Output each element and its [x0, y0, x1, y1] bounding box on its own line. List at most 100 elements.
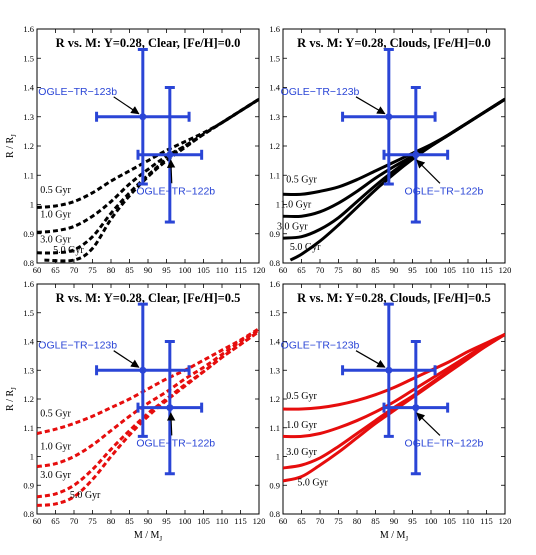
x-tick-label: 80 — [107, 516, 116, 526]
x-tick-label: 95 — [162, 265, 171, 275]
x-tick-label: 85 — [371, 516, 380, 526]
x-tick-label: 100 — [179, 516, 192, 526]
chart-panel-2: 60 65 70 75 80 85 90 95 100 105 110 115 1200.80.911.… — [269, 24, 511, 275]
planet-point-1 — [341, 47, 437, 186]
y-tick-label: 1.3 — [23, 112, 34, 122]
planet-point-1 — [95, 47, 191, 186]
x-tick-label: 110 — [216, 265, 228, 275]
y-tick-label: 1.4 — [269, 83, 280, 93]
series-label: 5.0 Gyr — [70, 490, 101, 501]
y-tick-label: 1.1 — [23, 423, 34, 433]
planet-marker — [412, 151, 420, 159]
series-label: 1.0 Gyr — [40, 441, 71, 452]
annotation-arrow — [416, 159, 441, 184]
y-axis-label-sub: J — [10, 134, 18, 137]
x-tick-label: 75 — [88, 516, 97, 526]
planet-label: OGLE−TR−122b — [405, 185, 484, 197]
planet-marker — [139, 113, 147, 121]
series-label: 1.0 Gyr — [40, 210, 71, 221]
planet-point-1 — [341, 302, 437, 438]
planet-marker — [139, 366, 147, 374]
y-tick-label: 0.9 — [269, 229, 280, 239]
planet-label: OGLE−TR−123b — [38, 86, 117, 98]
y-tick-label: 1.2 — [269, 141, 280, 151]
panel-title: R vs. M: Y=0.28, Clouds, [Fe/H]=0.5 — [297, 291, 491, 305]
y-tick-label: 1 — [30, 452, 34, 462]
y-tick-label: 1.3 — [269, 365, 280, 375]
planet-marker — [166, 404, 174, 412]
x-tick-label: 105 — [443, 265, 456, 275]
x-tick-label: 115 — [480, 265, 492, 275]
x-axis-label: M / MJ — [134, 530, 163, 543]
planet-label: OGLE−TR−122b — [136, 185, 215, 197]
series-label: 1.0 Gyr — [281, 199, 312, 210]
x-tick-label: 100 — [179, 265, 192, 275]
series-label: 5.0 Gyr — [53, 245, 84, 256]
series-label: 3.0 Gyr — [286, 447, 317, 458]
planet-point-2 — [382, 86, 450, 224]
annotation-arrow — [355, 96, 386, 115]
planet-marker — [385, 113, 393, 121]
y-tick-label: 1.2 — [23, 394, 34, 404]
x-tick-label: 85 — [125, 265, 134, 275]
series-line-0-5-gyr — [37, 327, 259, 435]
x-tick-label: 120 — [499, 265, 512, 275]
y-tick-label: 0.9 — [23, 229, 34, 239]
panel-title: R vs. M: Y=0.28, Clear, [Fe/H]=0.5 — [56, 291, 241, 305]
x-tick-label: 80 — [353, 265, 362, 275]
series-label: 1.0 Gyr — [286, 420, 317, 431]
series-line-1-0-gyr — [37, 328, 259, 469]
series-label: 5.0 Gyr — [297, 477, 328, 488]
panel-title: R vs. M: Y=0.28, Clear, [Fe/H]=0.0 — [56, 36, 241, 50]
series-label: 0.5 Gyr — [286, 391, 317, 402]
y-tick-label: 1.1 — [23, 170, 34, 180]
series-line-0-5-gyr — [37, 97, 259, 209]
plot-frame — [282, 28, 506, 264]
x-tick-label: 70 — [316, 265, 325, 275]
y-axis-label-text: R / R — [5, 136, 16, 157]
annotation-arrow — [355, 350, 386, 368]
y-tick-label: 1 — [30, 200, 34, 210]
series-label: 3.0 Gyr — [277, 221, 308, 232]
y-tick-label: 1.5 — [23, 308, 34, 318]
y-tick-label: 1.4 — [23, 337, 34, 347]
x-tick-label: 110 — [462, 516, 474, 526]
x-tick-label: 100 — [425, 265, 438, 275]
planet-point-2 — [382, 340, 450, 476]
x-tick-label: 75 — [88, 265, 97, 275]
y-tick-label: 1.3 — [23, 365, 34, 375]
annotation-arrow — [416, 412, 441, 436]
series-label: 5.0 Gyr — [290, 242, 321, 253]
y-axis-label: R / RJ — [5, 134, 18, 158]
x-tick-label: 65 — [51, 516, 60, 526]
chart-panel-1: 60 65 70 75 80 85 90 95 100 105 110 115 120 0.8 0.9 1 1.… — [5, 24, 265, 275]
x-tick-label: 60 — [279, 265, 288, 275]
x-tick-label: 90 — [390, 516, 399, 526]
x-tick-label: 95 — [162, 516, 171, 526]
x-tick-label: 65 — [297, 516, 306, 526]
planet-point-2 — [136, 86, 204, 224]
x-tick-label: 100 — [425, 516, 438, 526]
x-tick-label: 115 — [480, 516, 492, 526]
series-line-5-0-gyr — [283, 333, 505, 483]
series-label: 0.5 Gyr — [40, 185, 71, 196]
y-tick-label: 1.6 — [269, 24, 280, 34]
series-line-5-0-gyr — [37, 330, 259, 507]
planet-point-1 — [95, 302, 191, 438]
series-label: 3.0 Gyr — [40, 235, 71, 246]
x-tick-label: 85 — [125, 516, 134, 526]
planet-marker — [412, 404, 420, 412]
planet-label: OGLE−TR−123b — [38, 340, 117, 352]
y-axis-label-sub: J — [10, 387, 18, 390]
planet-point-2 — [136, 340, 204, 476]
x-axis-label-text: M / M — [380, 530, 406, 541]
series-label: 0.5 Gyr — [40, 408, 71, 419]
annotation-arrow — [113, 350, 140, 368]
y-tick-label: 1 — [276, 200, 280, 210]
x-tick-label: 110 — [216, 516, 228, 526]
x-tick-label: 120 — [253, 265, 266, 275]
annotation-arrow — [113, 96, 140, 115]
x-axis-label: M / MJ — [380, 530, 409, 543]
y-tick-label: 0.9 — [269, 480, 280, 490]
x-tick-label: 95 — [408, 516, 417, 526]
